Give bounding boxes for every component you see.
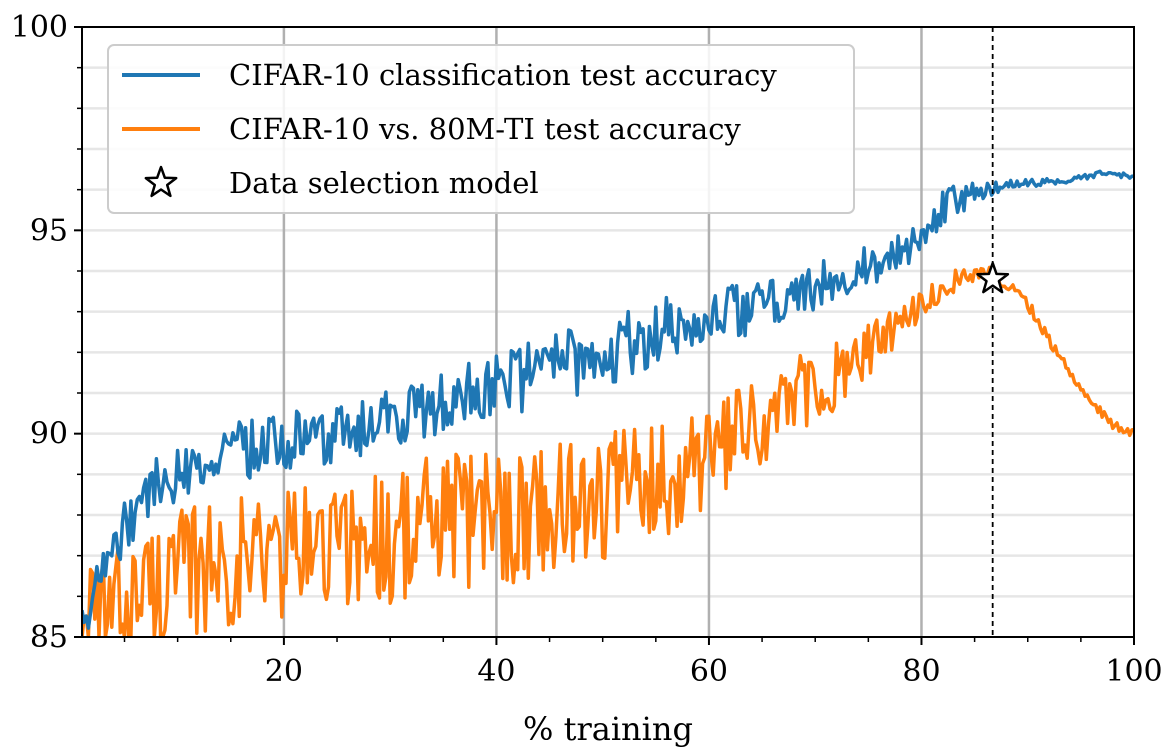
- legend-box: [107, 44, 855, 214]
- x-tick-label: 40: [477, 654, 515, 689]
- series-lines: [82, 169, 1134, 637]
- markers: [976, 27, 1010, 637]
- x-tick-label: 100: [1105, 654, 1162, 689]
- y-tick-label: 85: [30, 620, 68, 655]
- plot-frame: [81, 26, 1135, 638]
- legend-label: CIFAR-10 vs. 80M-TI test accuracy: [229, 112, 741, 146]
- y-tick-label: 100: [11, 10, 68, 45]
- legend-label: Data selection model: [229, 166, 539, 200]
- x-tick-label: 60: [690, 654, 728, 689]
- y-tick-label: 95: [30, 213, 68, 248]
- axis-ticks: 20 40 60 80 100 85 90 95 100: [11, 10, 1163, 689]
- x-tick-label: 20: [265, 654, 303, 689]
- legend-label: CIFAR-10 classification test accuracy: [229, 58, 777, 92]
- x-axis-title: % training: [523, 710, 693, 748]
- legend: CIFAR-10 classification test accuracy CIF…: [107, 44, 855, 214]
- series-line: [82, 265, 1134, 637]
- series-line: [82, 169, 1134, 630]
- x-tick-label: 80: [902, 654, 940, 689]
- legend-swatch-star: [144, 165, 178, 198]
- y-tick-label: 90: [30, 417, 68, 452]
- data-selection-star: [976, 261, 1010, 294]
